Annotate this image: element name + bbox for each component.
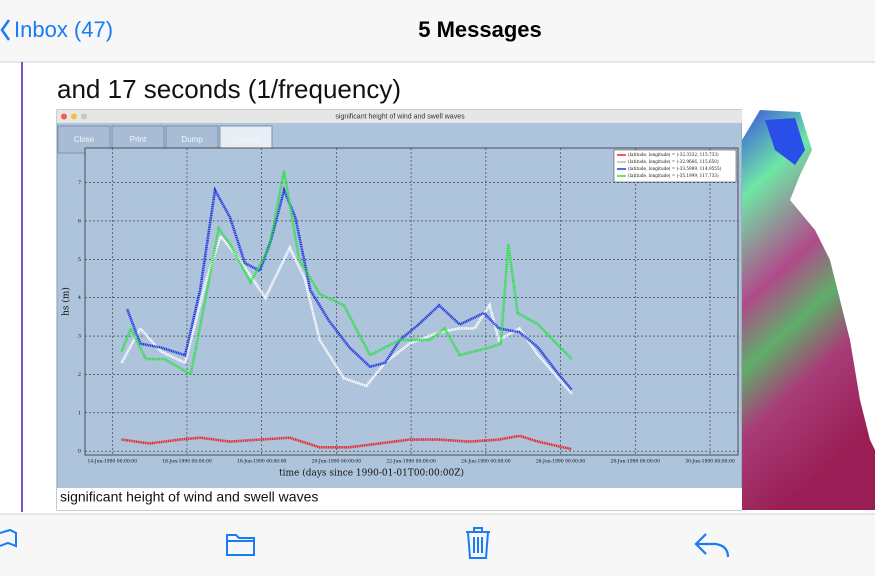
plot-area — [84, 147, 739, 456]
window-button-label[interactable]: Dump — [181, 135, 203, 144]
flag-icon[interactable] — [0, 528, 17, 548]
window-button-label[interactable]: Print — [130, 135, 147, 144]
x-tick-label: 24-Jun-1990 00:00:00 — [461, 459, 511, 465]
x-tick-label: 16-Jun-1990 00:00:00 — [162, 459, 212, 465]
x-tick-label: 30-Jun-1990 00:00:00 — [685, 459, 735, 465]
window-title: significant height of wind and swell wav… — [335, 113, 465, 120]
folder-icon[interactable] — [226, 534, 255, 556]
y-tick-label: 4 — [78, 295, 81, 301]
x-tick-label: 18-Jun-1990 00:00:00 — [237, 459, 287, 465]
x-tick-label: 26-Jun-1990 00:00:00 — [536, 459, 586, 465]
message-text: and 17 seconds (1/frequency) — [57, 74, 401, 104]
y-tick-label: 7 — [78, 180, 81, 186]
legend-label: (latitude, longitude) = (-32.9666, 115.6… — [628, 159, 719, 164]
nav-bar — [0, 0, 875, 62]
window-button-label[interactable]: Locked — [233, 135, 259, 144]
back-button[interactable]: Inbox (47) — [14, 17, 113, 42]
data-line — [121, 434, 573, 451]
window-close-dot — [61, 113, 67, 120]
data-line — [120, 233, 573, 395]
data-line — [120, 170, 573, 377]
legend-box — [613, 149, 737, 183]
window-button[interactable] — [57, 125, 111, 154]
y-tick-label: 2 — [78, 372, 81, 378]
toolbar — [0, 514, 875, 576]
y-tick-label: 1 — [78, 410, 81, 416]
window-max-dot — [81, 113, 87, 120]
map-image — [742, 110, 875, 510]
x-tick-label: 14-Jun-1990 00:00:00 — [88, 459, 138, 465]
window-min-dot — [71, 113, 77, 120]
window-button-label[interactable]: Close — [74, 135, 95, 144]
caption-bar — [57, 488, 742, 510]
y-axis-label: hs (m) — [61, 287, 72, 316]
x-tick-label: 22-Jun-1990 00:00:00 — [386, 459, 436, 465]
trash-icon[interactable] — [466, 527, 490, 559]
y-tick-label: 6 — [78, 218, 81, 224]
map-blob — [765, 118, 805, 165]
back-chevron[interactable] — [0, 19, 11, 41]
y-tick-label: 3 — [78, 334, 81, 340]
legend-label: (latitude, longitude) = (-32.3332, 115.7… — [628, 152, 719, 157]
caption: significant height of wind and swell wav… — [60, 489, 318, 505]
window-titlebar — [57, 110, 742, 123]
y-tick-label: 0 — [78, 449, 81, 455]
legend-label: (latitude, longitude) = (-33.5999, 114.9… — [628, 166, 722, 171]
data-line — [125, 186, 573, 391]
legend-label: (latitude, longitude) = (-35.1999, 117.7… — [628, 173, 719, 178]
y-tick-label: 5 — [78, 257, 81, 263]
x-axis-label: time (days since 1990-01-01T00:00:00Z) — [279, 468, 464, 479]
nav-title: 5 Messages — [418, 17, 542, 42]
x-tick-label: 20-Jun-1990 00:00:00 — [312, 459, 362, 465]
reply-icon[interactable] — [694, 533, 730, 558]
x-tick-label: 28-Jun-1990 00:00:00 — [611, 459, 661, 465]
